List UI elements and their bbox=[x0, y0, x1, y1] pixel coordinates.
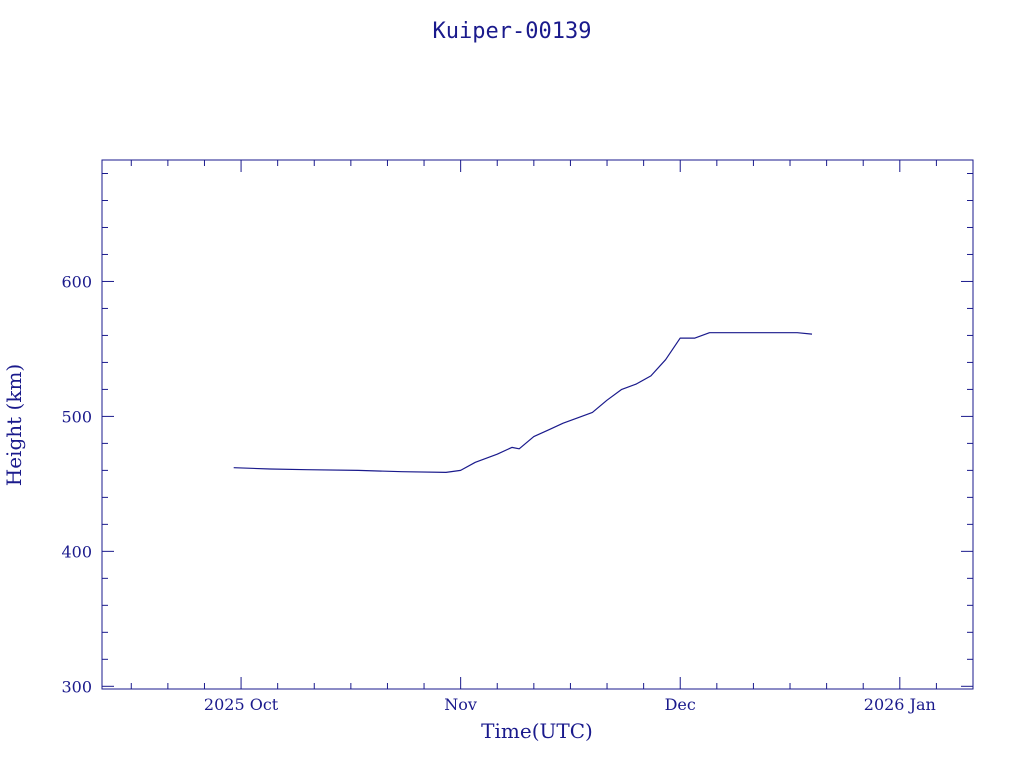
height-series-line bbox=[233, 332, 813, 473]
x-tick-label: Nov bbox=[444, 695, 477, 714]
y-axis-label: Height (km) bbox=[2, 364, 26, 486]
series-group bbox=[233, 332, 813, 473]
y-tick-label: 600 bbox=[61, 272, 92, 291]
y-tick-label: 500 bbox=[61, 407, 92, 426]
x-tick-label: 2025 Oct bbox=[204, 695, 279, 714]
x-tick-label: 2026 Jan bbox=[864, 695, 936, 714]
x-axis-label: Time(UTC) bbox=[481, 719, 593, 743]
x-tick-label: Dec bbox=[665, 695, 696, 714]
y-tick-label: 300 bbox=[61, 677, 92, 696]
axis-tick-labels: 300 400 500 600 2025 Oct Nov Dec 2026 Jan bbox=[61, 272, 935, 714]
y-tick-label: 400 bbox=[61, 542, 92, 561]
chart-title: Kuiper-00139 bbox=[433, 19, 592, 44]
plot-frame bbox=[101, 159, 974, 690]
axis-ticks bbox=[102, 160, 974, 689]
